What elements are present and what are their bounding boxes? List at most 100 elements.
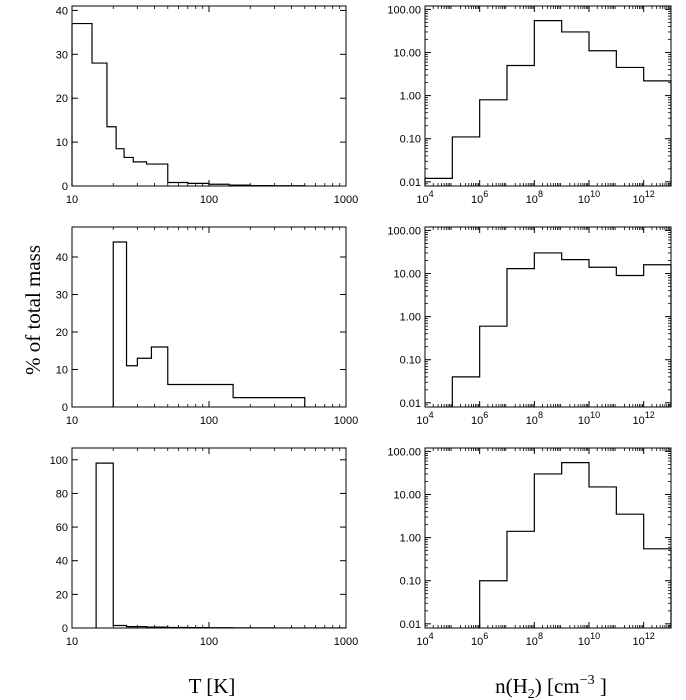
- histogram-bar: [589, 487, 616, 628]
- y-tick-label: 60: [56, 522, 68, 534]
- y-tick-label: 0: [62, 402, 68, 414]
- plot-frame: [71, 447, 347, 629]
- histogram-bar: [480, 326, 507, 407]
- histogram-bar: [259, 398, 284, 407]
- xlabel-right-part: ) [cm: [535, 674, 580, 698]
- histogram-bar: [113, 242, 126, 407]
- y-tick-label: 0.10: [400, 355, 421, 367]
- x-tick-label: 104: [416, 410, 433, 427]
- x-tick-label: 1012: [633, 631, 655, 648]
- x-tick-exponent: 12: [645, 189, 655, 199]
- y-tick-label: 40: [56, 556, 68, 568]
- histogram-bar: [507, 269, 534, 407]
- figure-xlabel-right: n(H2) [cm−3 ]: [495, 673, 607, 700]
- y-tick-label: 1.00: [400, 91, 421, 103]
- histogram-bar: [480, 581, 507, 628]
- histogram-outline: [71, 22, 306, 187]
- xlabel-right-subscript: 2: [528, 687, 535, 700]
- histogram-outline: [479, 462, 672, 628]
- x-tick-label: 10: [66, 415, 78, 427]
- y-tick-label: 40: [56, 252, 68, 264]
- x-tick-exponent: 8: [538, 631, 543, 641]
- x-tick-label: 106: [471, 631, 488, 648]
- histogram-outline: [112, 241, 306, 407]
- histogram-bar: [133, 162, 146, 186]
- xlabel-right-superscript: −3: [580, 673, 595, 688]
- x-tick-exponent: 6: [483, 410, 488, 420]
- histogram-bar: [92, 63, 107, 186]
- x-tick-base: 10: [416, 194, 428, 206]
- x-tick-label: 108: [526, 631, 543, 648]
- x-tick-base: 10: [633, 415, 645, 427]
- histogram-bar: [137, 358, 151, 407]
- histogram-bar: [284, 398, 305, 407]
- plot-frame: [71, 226, 347, 408]
- x-tick-label: 108: [526, 410, 543, 427]
- y-tick-label: 0: [62, 623, 68, 635]
- histogram-bar: [616, 67, 643, 186]
- y-tick-label: 40: [56, 5, 68, 17]
- histogram-bar: [644, 81, 671, 186]
- y-tick-label: 10: [56, 365, 68, 377]
- y-tick-label: 100.00: [387, 4, 421, 16]
- y-tick-label: 80: [56, 488, 68, 500]
- y-tick-label: 0.10: [400, 134, 421, 146]
- histogram-bar: [127, 366, 138, 407]
- x-tick-label: 1000: [334, 415, 358, 427]
- histogram-bar: [168, 385, 188, 408]
- xlabel-right-part: n(H: [495, 674, 528, 698]
- x-tick-label: 106: [471, 410, 488, 427]
- x-tick-base: 10: [578, 636, 590, 648]
- histogram-outline: [451, 252, 672, 407]
- x-tick-base: 10: [633, 194, 645, 206]
- histogram-bar: [124, 157, 133, 186]
- histogram-bar: [507, 65, 534, 186]
- plot-frame: [424, 447, 672, 629]
- histogram-bar: [188, 385, 209, 408]
- x-tick-label: 1010: [578, 410, 600, 427]
- y-tick-label: 100.00: [387, 225, 421, 237]
- y-tick-label: 30: [56, 290, 68, 302]
- x-tick-base: 10: [471, 194, 483, 206]
- plot-frame: [424, 226, 672, 408]
- histogram-bar: [589, 51, 616, 186]
- y-tick-label: 10.00: [393, 48, 421, 60]
- x-tick-label: 100: [200, 194, 218, 206]
- plot-frame: [71, 5, 347, 187]
- histogram-bar: [616, 514, 643, 628]
- histogram-outline: [424, 20, 672, 186]
- y-tick-label: 1.00: [400, 533, 421, 545]
- y-tick-label: 10.00: [393, 490, 421, 502]
- y-tick-label: 0.01: [400, 619, 421, 631]
- histogram-bar: [480, 100, 507, 186]
- x-tick-label: 108: [526, 189, 543, 206]
- x-tick-base: 10: [578, 415, 590, 427]
- y-tick-label: 10: [56, 137, 68, 149]
- xlabel-right-part: ]: [595, 674, 607, 698]
- x-tick-exponent: 4: [429, 189, 434, 199]
- x-tick-base: 10: [416, 636, 428, 648]
- x-tick-exponent: 8: [538, 410, 543, 420]
- x-tick-base: 10: [526, 415, 538, 427]
- histogram-bar: [72, 24, 92, 186]
- y-tick-label: 100: [50, 455, 68, 467]
- x-tick-exponent: 6: [483, 189, 488, 199]
- x-tick-label: 104: [416, 189, 433, 206]
- plot-frame: [424, 5, 672, 187]
- x-tick-exponent: 8: [538, 189, 543, 199]
- histogram-bar: [116, 149, 124, 186]
- x-tick-label: 106: [471, 189, 488, 206]
- y-tick-label: 10.00: [393, 269, 421, 281]
- histogram-bar: [507, 531, 534, 628]
- histogram-bar: [534, 253, 561, 407]
- y-tick-label: 100.00: [387, 446, 421, 458]
- x-tick-base: 10: [578, 194, 590, 206]
- histogram-bar: [452, 137, 479, 186]
- histogram-bar: [534, 21, 561, 186]
- figure-xlabel-left: T [K]: [189, 674, 236, 698]
